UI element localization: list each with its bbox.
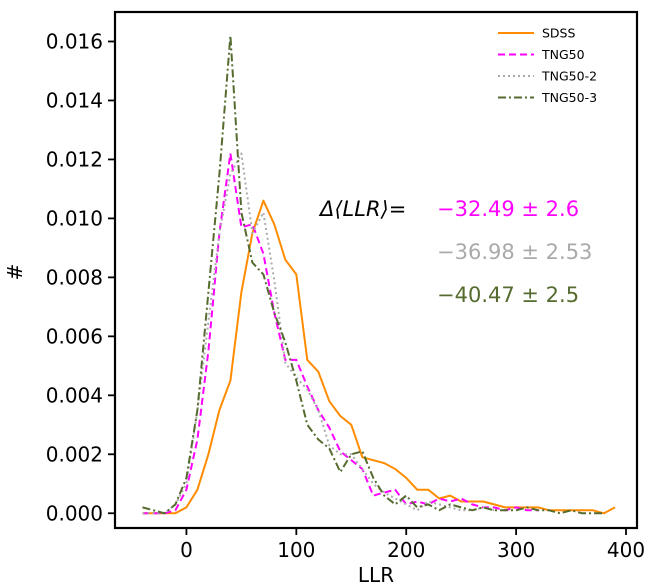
x-tick-label: 100	[277, 538, 315, 562]
y-tick-label: 0.012	[46, 147, 103, 171]
legend-label: TNG50	[541, 47, 585, 62]
delta-llr-value: −32.49 ± 2.6	[437, 197, 579, 221]
legend-label: TNG50-2	[541, 69, 597, 84]
y-tick-label: 0.014	[46, 88, 103, 112]
legend-label: TNG50-3	[541, 90, 597, 105]
x-tick-label: 400	[607, 538, 645, 562]
y-tick-label: 0.006	[46, 324, 103, 348]
series-line-tng50-2	[142, 152, 495, 515]
x-axis-ticks: 0 100 200 300 400	[180, 528, 645, 562]
series-line-tng50	[142, 152, 539, 515]
y-tick-label: 0.008	[46, 265, 103, 289]
y-tick-label: 0.000	[46, 501, 103, 525]
delta-llr-value: −36.98 ± 2.53	[437, 240, 592, 264]
y-axis-label: #	[3, 264, 27, 281]
x-tick-label: 300	[497, 538, 535, 562]
legend-label: SDSS	[542, 26, 575, 41]
y-tick-label: 0.004	[46, 383, 103, 407]
y-tick-label: 0.016	[46, 29, 103, 53]
y-tick-label: 0.010	[46, 206, 103, 230]
y-tick-label: 0.002	[46, 442, 103, 466]
legend: SDSS TNG50 TNG50-2 TNG50-3	[498, 26, 597, 105]
y-axis-ticks: 0.000 0.002 0.004 0.006 0.008 0.010 0.012 0.014…	[46, 29, 115, 525]
delta-llr-label: Δ⟨LLR⟩=	[318, 197, 406, 221]
plot-frame	[113, 10, 639, 530]
x-tick-label: 0	[180, 538, 193, 562]
delta-llr-value: −40.47 ± 2.5	[437, 283, 579, 307]
series-line-tng50-3	[142, 34, 604, 515]
series-layer	[142, 34, 616, 515]
llr-annotations: Δ⟨LLR⟩= −32.49 ± 2.6 −36.98 ± 2.53 −40.47 …	[318, 197, 592, 307]
series-line-sdss	[142, 199, 616, 515]
x-axis-label: LLR	[358, 563, 394, 585]
x-tick-label: 200	[387, 538, 425, 562]
